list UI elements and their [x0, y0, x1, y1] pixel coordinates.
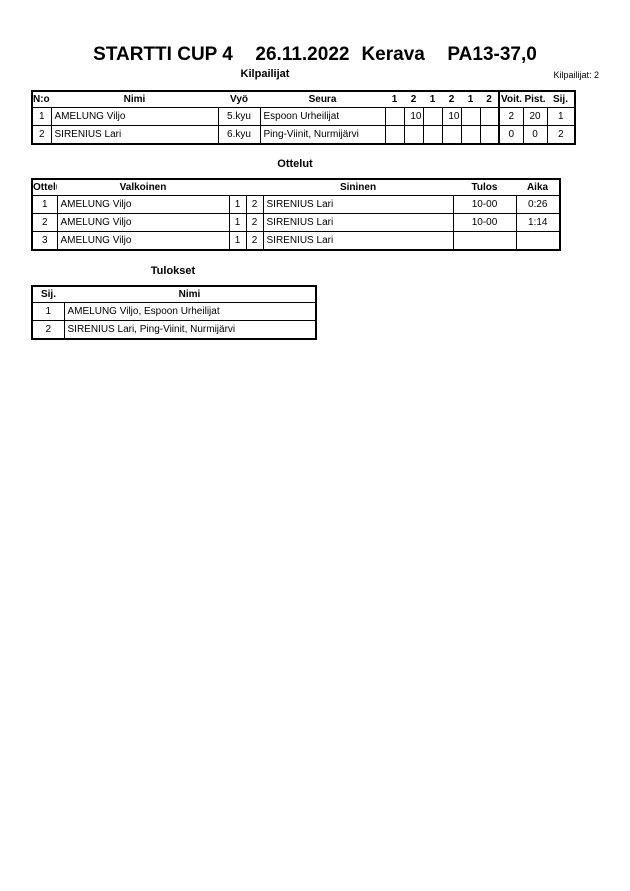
- table-row: 1 AMELUNG Viljo 5.kyu Espoon Urheilijat …: [31, 107, 576, 126]
- cell-belt: 6.kyu: [217, 125, 261, 145]
- cell-name: SIRENIUS Lari: [50, 125, 219, 145]
- competitors-title: Kilpailijat: [240, 68, 290, 80]
- col-no: N:o: [32, 90, 51, 108]
- cell-rank: 2: [546, 125, 576, 145]
- cell-belt: 5.kyu: [217, 107, 261, 126]
- col-belt: Vyö: [218, 90, 260, 108]
- matches-title: Ottelut: [277, 158, 313, 170]
- competitor-count: Kilpailijat: 2: [553, 70, 599, 80]
- page-title: STARTTI CUP 4 26.11.2022 Kerava PA13-37,0: [0, 44, 630, 66]
- cell-no: 3: [31, 231, 58, 251]
- cell-score: [384, 107, 405, 126]
- table-header: Ottelu Valkoinen Sininen Tulos Aika: [32, 178, 560, 196]
- cell-name: AMELUNG Viljo, Espoon Urheilijat: [63, 302, 317, 321]
- cell-result: 10-00: [452, 195, 517, 214]
- cell-score: [422, 125, 443, 145]
- cell-wins: 0: [498, 125, 524, 145]
- cell-time: 0:26: [515, 195, 561, 214]
- cell-white: AMELUNG Viljo: [56, 213, 230, 232]
- matches-table: Ottelu Valkoinen Sininen Tulos Aika 1 AM…: [31, 178, 561, 251]
- cell-name: AMELUNG Viljo: [50, 107, 219, 126]
- col-rank: Sij.: [547, 90, 575, 108]
- col-rank: Sij.: [32, 285, 64, 303]
- cell-no: 1: [31, 195, 58, 214]
- cell-rank: 2: [31, 320, 65, 340]
- cell-no: 1: [31, 107, 52, 126]
- cell-blue: SIRENIUS Lari: [262, 195, 454, 214]
- results-table: Sij. Nimi 1 AMELUNG Viljo, Espoon Urheil…: [31, 285, 317, 340]
- cell-score: [403, 125, 424, 145]
- cell-score: 10: [403, 107, 424, 126]
- cell-score: [422, 107, 443, 126]
- cell-score: [441, 125, 462, 145]
- col-club: Seura: [260, 90, 385, 108]
- cell-points: 20: [522, 107, 548, 126]
- col-score: 2: [480, 90, 499, 108]
- cell-white: AMELUNG Viljo: [56, 231, 230, 251]
- table-row: 1 AMELUNG Viljo 1 2 SIRENIUS Lari 10-00 …: [31, 195, 561, 214]
- event-place: Kerava: [361, 44, 425, 65]
- col-blank: [229, 178, 246, 196]
- cell-white-num: 1: [228, 213, 247, 232]
- cell-wins: 2: [498, 107, 524, 126]
- event-date: 26.11.2022: [255, 44, 350, 65]
- col-blue: Sininen: [263, 178, 453, 196]
- cell-score: [460, 107, 481, 126]
- cell-result: [452, 231, 517, 251]
- col-blank: [246, 178, 263, 196]
- cell-points: 0: [522, 125, 548, 145]
- cell-white-num: 1: [228, 231, 247, 251]
- col-time: Aika: [516, 178, 560, 196]
- col-score: 1: [385, 90, 404, 108]
- cell-white-num: 1: [228, 195, 247, 214]
- cell-score: [460, 125, 481, 145]
- cell-club: Ping-Viinit, Nurmijärvi: [259, 125, 386, 145]
- cell-blue-num: 2: [245, 213, 264, 232]
- table-row: 2 SIRENIUS Lari, Ping-Viinit, Nurmijärvi: [31, 320, 317, 340]
- results-title: Tulokset: [150, 265, 196, 277]
- cell-score: [384, 125, 405, 145]
- event-name: STARTTI CUP 4: [93, 44, 233, 65]
- table-row: 1 AMELUNG Viljo, Espoon Urheilijat: [31, 302, 317, 321]
- col-score: 2: [404, 90, 423, 108]
- col-white: Valkoinen: [57, 178, 229, 196]
- col-match: Ottelu: [32, 178, 57, 196]
- table-row: 2 AMELUNG Viljo 1 2 SIRENIUS Lari 10-00 …: [31, 213, 561, 232]
- col-score: 1: [461, 90, 480, 108]
- cell-score: [479, 125, 500, 145]
- col-name: Nimi: [64, 285, 316, 303]
- cell-club: Espoon Urheilijat: [259, 107, 386, 126]
- competitors-table: N:o Nimi Vyö Seura 1 2 1 2 1 2 Voit. Pis…: [31, 90, 576, 145]
- col-result: Tulos: [453, 178, 516, 196]
- table-header: N:o Nimi Vyö Seura 1 2 1 2 1 2 Voit. Pis…: [32, 90, 575, 108]
- cell-no: 2: [31, 125, 52, 145]
- cell-blue: SIRENIUS Lari: [262, 213, 454, 232]
- cell-score: 10: [441, 107, 462, 126]
- table-header: Sij. Nimi: [32, 285, 316, 303]
- event-category: PA13-37,0: [447, 44, 537, 65]
- cell-blue: SIRENIUS Lari: [262, 231, 454, 251]
- table-row: 2 SIRENIUS Lari 6.kyu Ping-Viinit, Nurmi…: [31, 125, 576, 145]
- cell-rank: 1: [546, 107, 576, 126]
- cell-no: 2: [31, 213, 58, 232]
- col-points: Pist.: [523, 90, 547, 108]
- cell-time: 1:14: [515, 213, 561, 232]
- table-row: 3 AMELUNG Viljo 1 2 SIRENIUS Lari: [31, 231, 561, 251]
- col-score: 1: [423, 90, 442, 108]
- cell-result: 10-00: [452, 213, 517, 232]
- cell-white: AMELUNG Viljo: [56, 195, 230, 214]
- cell-score: [479, 107, 500, 126]
- col-wins: Voit.: [498, 90, 523, 108]
- col-name: Nimi: [51, 90, 218, 108]
- cell-name: SIRENIUS Lari, Ping-Viinit, Nurmijärvi: [63, 320, 317, 340]
- col-score: 2: [442, 90, 461, 108]
- cell-rank: 1: [31, 302, 65, 321]
- cell-blue-num: 2: [245, 231, 264, 251]
- cell-blue-num: 2: [245, 195, 264, 214]
- cell-time: [515, 231, 561, 251]
